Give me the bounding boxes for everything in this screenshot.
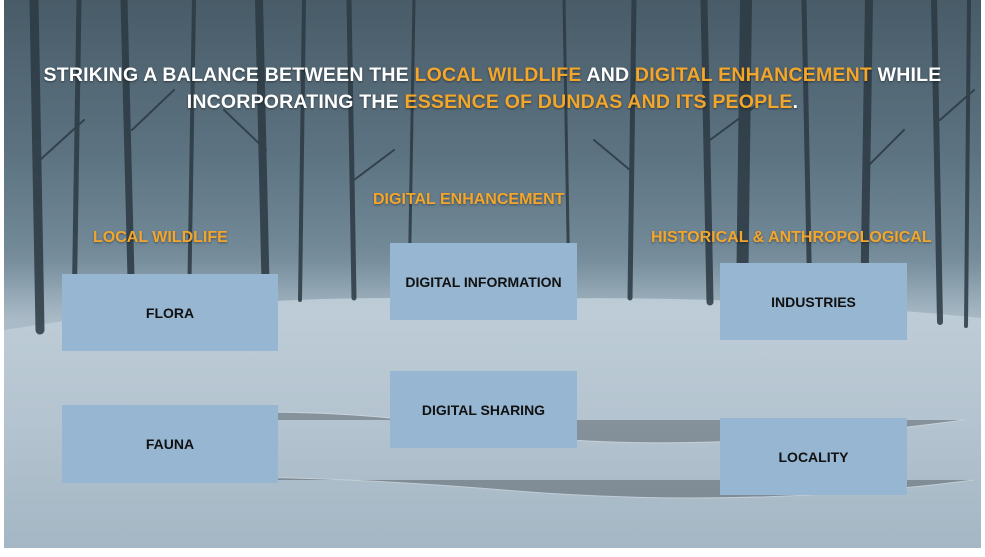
title-text: AND <box>581 64 635 86</box>
heading-historical-anthropological: HISTORICAL & ANTHROPOLOGICAL <box>651 229 932 246</box>
title-text: WHILE <box>872 64 942 86</box>
heading-digital-enhancement: DIGITAL ENHANCEMENT <box>373 191 565 208</box>
slide: STRIKING A BALANCE BETWEEN THE LOCAL WIL… <box>4 0 981 548</box>
heading-local-wildlife: LOCAL WILDLIFE <box>93 229 228 246</box>
title-highlight: ESSENCE OF DUNDAS AND ITS PEOPLE <box>404 91 793 113</box>
title-highlight: LOCAL WILDLIFE <box>414 64 582 86</box>
box-industries: INDUSTRIES <box>720 263 907 340</box>
title-text: INCORPORATING THE <box>186 91 405 113</box>
box-locality: LOCALITY <box>720 418 907 495</box>
title-highlight: DIGITAL ENHANCEMENT <box>634 64 872 86</box>
title-line-1: STRIKING A BALANCE BETWEEN THE LOCAL WIL… <box>4 62 981 89</box>
box-digital-sharing: DIGITAL SHARING <box>390 371 577 448</box>
title-text: STRIKING A BALANCE BETWEEN THE <box>43 64 415 86</box>
title-text: . <box>792 91 799 113</box>
box-digital-information: DIGITAL INFORMATION <box>390 243 577 320</box>
title-line-2: INCORPORATING THE ESSENCE OF DUNDAS AND … <box>4 89 981 116</box>
box-flora: FLORA <box>62 274 278 351</box>
slide-title: STRIKING A BALANCE BETWEEN THE LOCAL WIL… <box>4 62 981 116</box>
box-fauna: FAUNA <box>62 405 278 483</box>
